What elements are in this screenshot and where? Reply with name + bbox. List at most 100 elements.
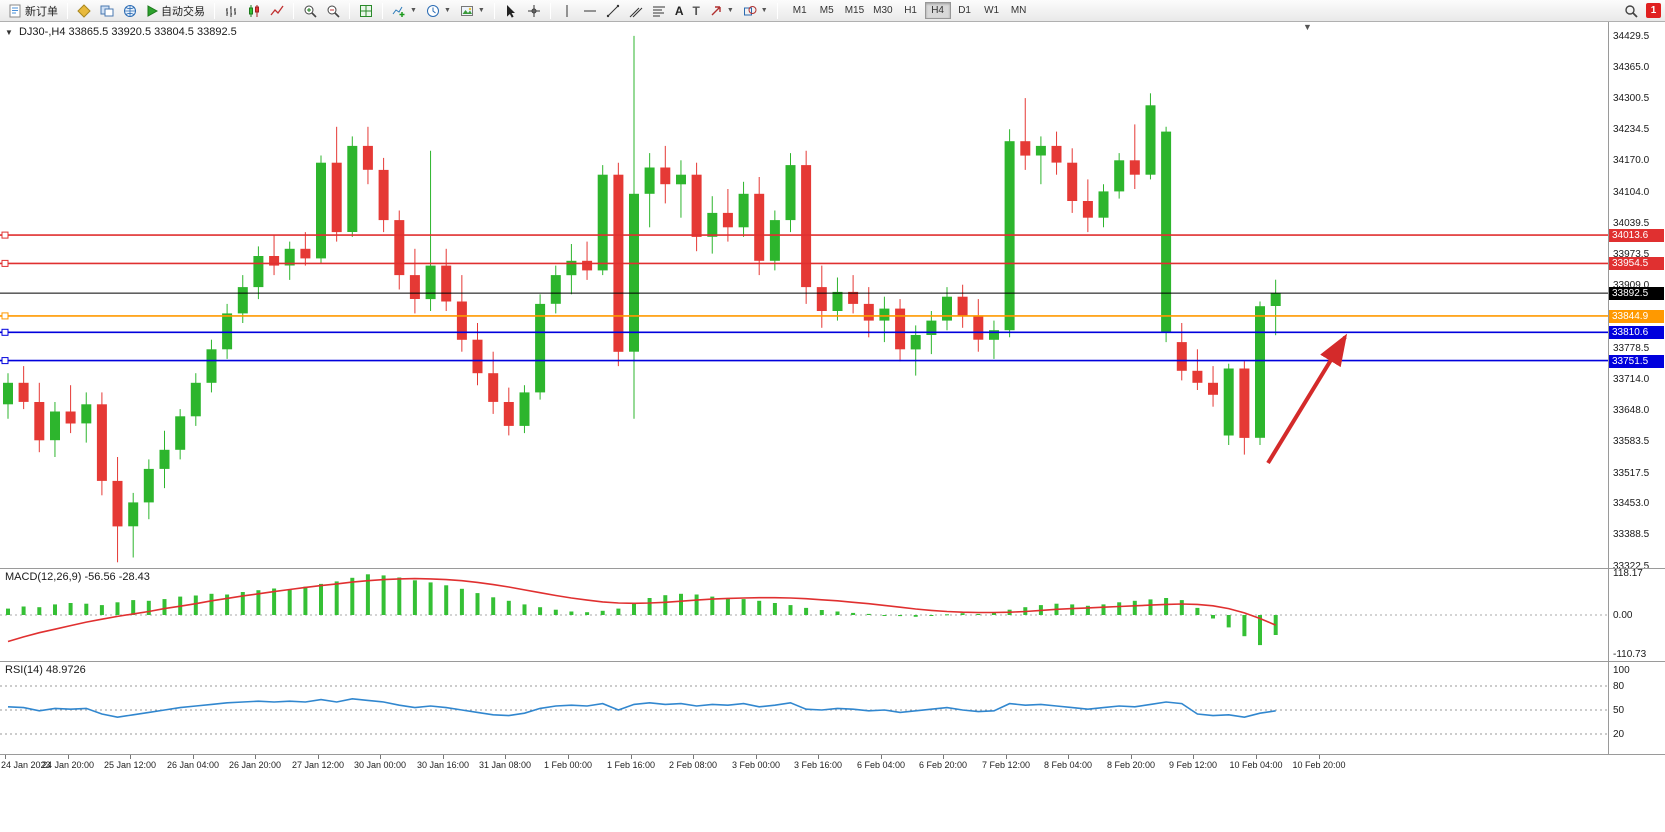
timeframe-button-w1[interactable]: W1 [984, 5, 1000, 16]
timeframe-button-m30[interactable]: M30 [873, 5, 893, 16]
macd-histogram-bar [1258, 615, 1262, 646]
time-tick [5, 755, 6, 759]
line-chart-button[interactable] [266, 2, 288, 20]
search-button[interactable] [1620, 2, 1642, 20]
candle-bear [456, 301, 467, 340]
candlestick-chart-button[interactable] [243, 2, 265, 20]
panel-splitter[interactable] [0, 661, 1665, 662]
time-axis-label: 26 Jan 04:00 [166, 760, 220, 770]
macd-histogram-bar [53, 604, 57, 615]
fibonacci-button[interactable] [648, 2, 670, 20]
time-periods-button[interactable]: ▼ [422, 2, 455, 20]
candle-bull [1161, 131, 1172, 333]
chart-title: ▼ DJ30-,H4 33865.5 33920.5 33804.5 33892… [5, 26, 237, 38]
indicators-button[interactable]: ▼ [388, 2, 421, 20]
notification-badge[interactable]: 1 [1646, 3, 1661, 18]
line-anchor[interactable] [1, 231, 9, 239]
crosshair-button[interactable] [523, 2, 545, 20]
candle-bear [488, 373, 499, 402]
candle-bull [1098, 191, 1109, 218]
time-tick [380, 755, 381, 759]
shapes-button[interactable]: ▼ [739, 2, 772, 20]
macd-histogram-bar [428, 582, 433, 615]
candle-bull [879, 308, 890, 321]
candle-bull [644, 167, 655, 194]
line-anchor[interactable] [1, 357, 9, 365]
toolbar-right-group: 1 [1620, 2, 1661, 20]
candle-bear [1192, 370, 1203, 383]
cursor-button[interactable] [500, 2, 522, 20]
zoom-out-button[interactable] [322, 2, 344, 20]
candle-bull [769, 220, 780, 261]
candlestick-chart[interactable] [0, 22, 1608, 568]
line-anchor[interactable] [1, 259, 9, 267]
timeframe-button-m1[interactable]: M1 [792, 5, 807, 16]
candle-bull [1145, 105, 1156, 175]
timeframe-button-h4[interactable]: H4 [924, 2, 951, 19]
macd-axis-label: 118.17 [1613, 568, 1643, 579]
candle-bull [1255, 306, 1265, 438]
chart-shift-marker[interactable]: ▼ [1303, 22, 1312, 32]
templates-button[interactable]: ▼ [456, 2, 489, 20]
timeframe-button-mn[interactable]: MN [1010, 5, 1027, 16]
candle-bear [394, 220, 405, 276]
macd-histogram-bar [898, 615, 903, 617]
price-axis-label: 33453.0 [1613, 498, 1650, 509]
macd-axis-label: 0.00 [1613, 610, 1633, 621]
timeframe-button-m5[interactable]: M5 [819, 5, 834, 16]
arrows-icon [709, 4, 723, 18]
timeframe-button-h1[interactable]: H1 [904, 5, 917, 16]
price-axis-label: 33648.0 [1613, 405, 1650, 416]
main-chart-panel[interactable] [0, 22, 1608, 568]
macd-chart[interactable] [0, 569, 1608, 661]
price-axis-label: 33778.5 [1613, 343, 1650, 354]
autotrading-button[interactable]: 自动交易 [142, 2, 209, 20]
channel-button[interactable] [625, 2, 647, 20]
time-tick [1006, 755, 1007, 759]
line-anchor[interactable] [1, 328, 9, 336]
time-axis[interactable]: 24 Jan 2023 24 Jan 20:00 25 Jan 12:00 26 Ja… [0, 755, 1608, 777]
zoom-in-button[interactable] [299, 2, 321, 20]
new-order-button[interactable]: 新订单 [4, 2, 62, 20]
timeframe-button-d1[interactable]: D1 [958, 5, 971, 16]
timeframe-button-m15[interactable]: M15 [844, 5, 865, 16]
shapes-icon [743, 4, 757, 18]
macd-histogram-bar [1179, 600, 1184, 615]
arrows-button[interactable]: ▼ [705, 2, 738, 20]
trendline-button[interactable] [602, 2, 624, 20]
rsi-panel[interactable] [0, 662, 1608, 754]
macd-histogram-bar [992, 612, 996, 615]
macd-histogram-bar [209, 593, 214, 615]
panel-splitter[interactable] [0, 568, 1665, 569]
price-axis-label: 34429.5 [1613, 31, 1650, 42]
text-tool-icon: A [674, 3, 684, 18]
line-anchor[interactable] [1, 312, 9, 320]
macd-histogram-bar [1242, 615, 1247, 637]
candle-bull [316, 162, 326, 259]
price-axis[interactable]: 34429.5 34365.0 34300.5 34234.5 34170.0 34104… [1609, 0, 1665, 777]
chevron-down-icon[interactable]: ▼ [5, 28, 13, 37]
macd-histogram-bar [506, 600, 511, 615]
price-axis-label: 34039.5 [1613, 218, 1650, 229]
tile-windows-button[interactable] [355, 2, 377, 20]
horizontal-line-button[interactable] [579, 2, 601, 20]
text-button[interactable]: A [671, 2, 688, 20]
time-axis-label: 6 Feb 04:00 [856, 760, 906, 770]
candle-bull [425, 265, 436, 300]
macd-panel[interactable] [0, 569, 1608, 661]
rsi-chart[interactable] [0, 662, 1608, 754]
profiles-button[interactable] [96, 2, 118, 20]
metaeditor-button[interactable] [73, 2, 95, 20]
trend-arrow[interactable] [1266, 333, 1348, 465]
panel-splitter[interactable] [0, 754, 1665, 755]
time-axis-label: 27 Jan 12:00 [291, 760, 345, 770]
web-terminal-button[interactable] [119, 2, 141, 20]
bar-chart-button[interactable] [220, 2, 242, 20]
channel-icon [629, 4, 643, 18]
macd-histogram-bar [6, 608, 10, 615]
macd-histogram-bar [1148, 599, 1153, 615]
label-button[interactable]: T [688, 2, 703, 20]
toolbar-separator [214, 2, 215, 19]
vertical-line-button[interactable] [556, 2, 578, 20]
label-tool-icon: T [692, 3, 700, 18]
